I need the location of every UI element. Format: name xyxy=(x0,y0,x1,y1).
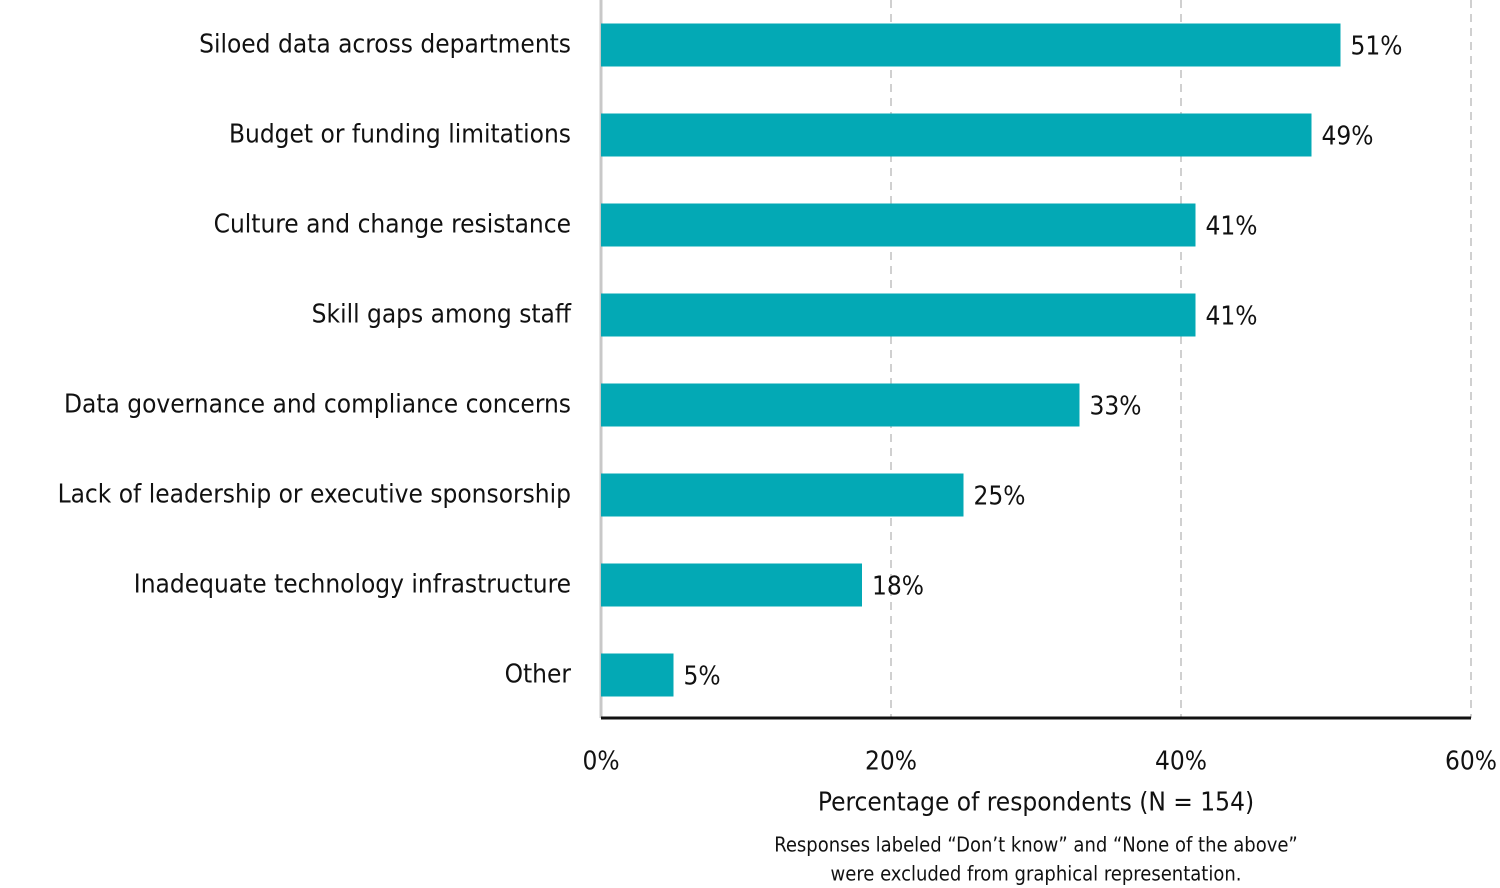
value-label: 51% xyxy=(1351,32,1403,62)
value-label: 49% xyxy=(1322,122,1374,152)
bar xyxy=(601,293,1196,337)
bar xyxy=(601,563,862,607)
y-tick-label: Inadequate technology infrastructure xyxy=(134,570,571,600)
note: were excluded from graphical representat… xyxy=(831,862,1242,886)
value-label: 41% xyxy=(1206,302,1258,332)
y-tick-label: Siloed data across departments xyxy=(199,30,571,60)
value-label: 5% xyxy=(684,662,721,692)
y-tick-label: Skill gaps among staff xyxy=(312,300,572,330)
bar xyxy=(601,383,1080,427)
note: Responses labeled “Don’t know” and “None… xyxy=(774,833,1298,857)
y-tick-label: Lack of leadership or executive sponsors… xyxy=(58,480,571,510)
value-label: 25% xyxy=(974,482,1026,512)
value-label: 33% xyxy=(1090,392,1142,422)
y-tick-label: Budget or funding limitations xyxy=(229,120,571,150)
bar xyxy=(601,23,1341,67)
bar xyxy=(601,473,964,517)
y-tick-label: Other xyxy=(505,660,572,690)
value-label: 41% xyxy=(1206,212,1258,242)
y-tick-label: Culture and change resistance xyxy=(214,210,571,240)
x-tick-label: 60% xyxy=(1445,747,1497,777)
y-tick-label: Data governance and compliance concerns xyxy=(64,390,571,420)
bar xyxy=(601,203,1196,247)
bar xyxy=(601,653,674,697)
x-tick-label: 40% xyxy=(1155,747,1207,777)
value-label: 18% xyxy=(872,572,924,602)
x-tick-label: 0% xyxy=(582,747,619,777)
x-tick-label: 20% xyxy=(865,747,917,777)
x-axis-label: Percentage of respondents (N = 154) xyxy=(818,788,1254,818)
bar xyxy=(601,113,1312,157)
